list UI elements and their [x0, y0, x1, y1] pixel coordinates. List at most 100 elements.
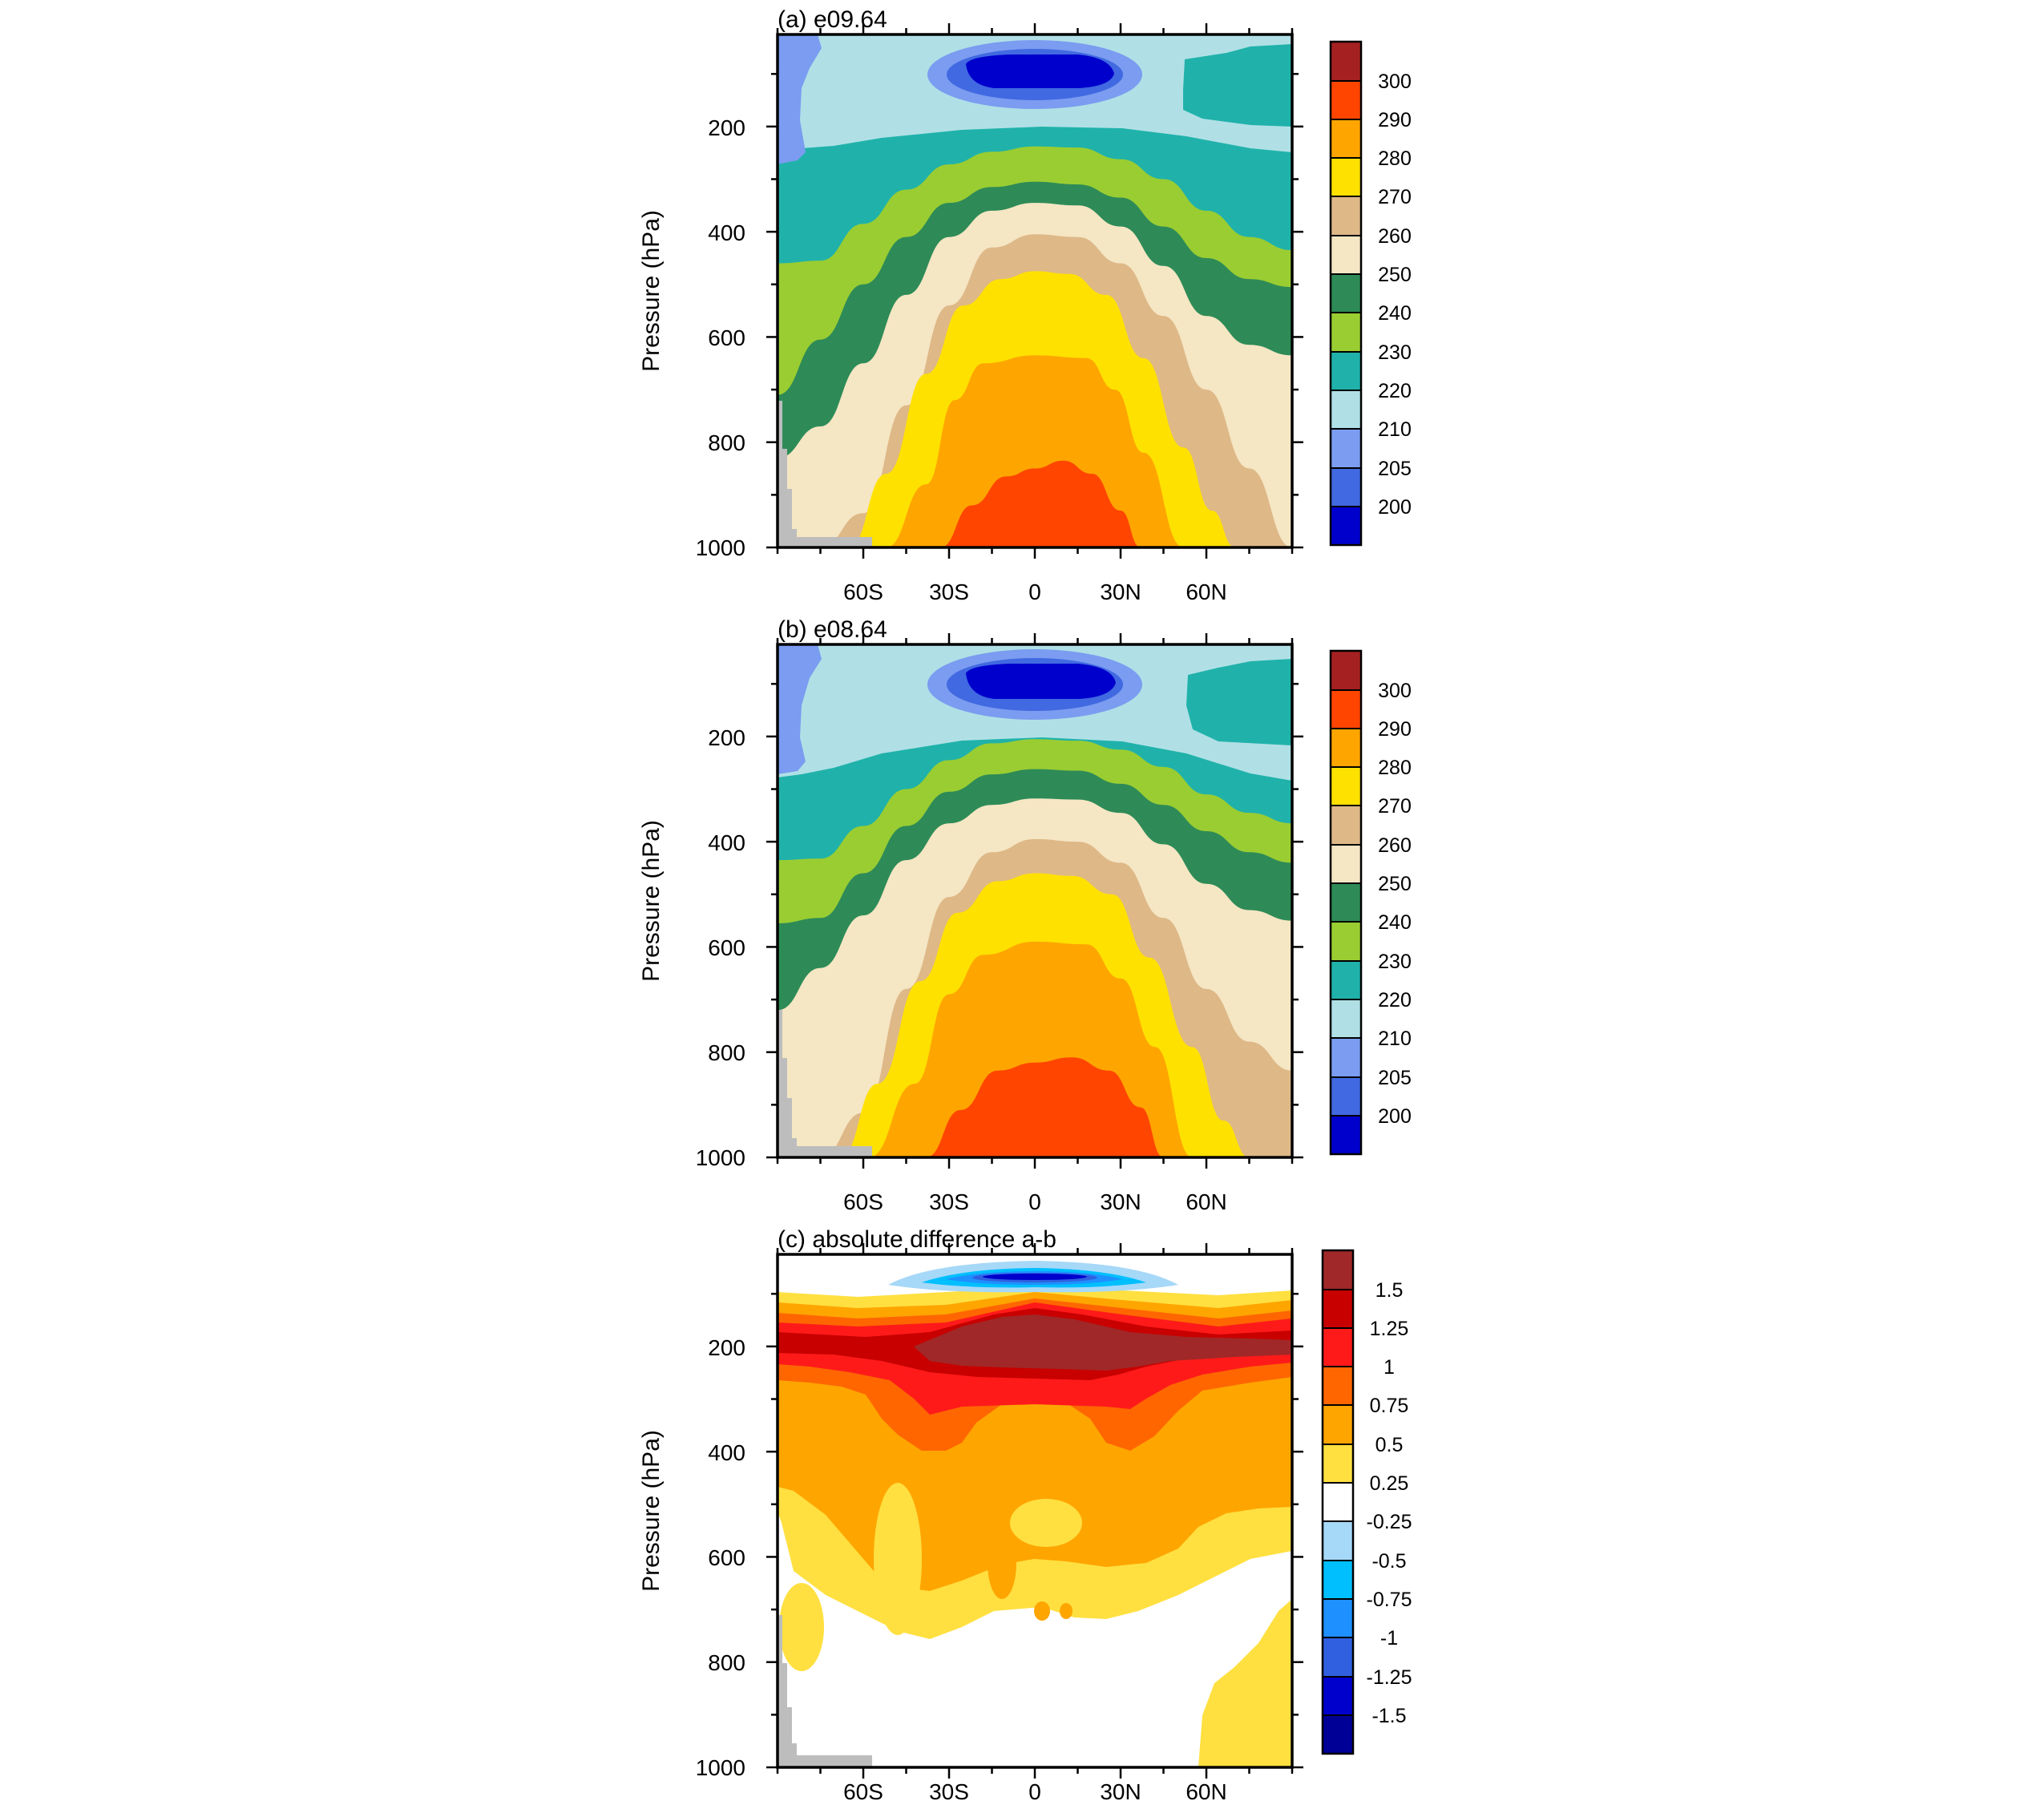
topography-mask — [778, 401, 872, 547]
colorbar-cell — [1331, 119, 1361, 158]
x-tick-label: 30S — [929, 579, 969, 604]
colorbar-label: 290 — [1378, 109, 1412, 131]
x-tick-label: 60N — [1186, 579, 1226, 604]
panel-b: (b) e08.64 Pressure (hPa) 200 400 600 80… — [638, 616, 1412, 1214]
colorbar-label: -1.25 — [1367, 1666, 1412, 1689]
colorbar-cell — [1323, 1677, 1353, 1715]
colorbar-cell — [1323, 1715, 1353, 1754]
y-tick-label: 400 — [708, 830, 745, 855]
y-axis-label: Pressure (hPa) — [638, 210, 665, 372]
colorbar-label: 220 — [1378, 989, 1412, 1012]
axis-ticks — [766, 633, 1303, 1169]
colorbar-cell — [1331, 690, 1361, 729]
contour-band-lt200-core — [966, 664, 1116, 699]
colorbar-label: 0.5 — [1375, 1434, 1404, 1456]
y-tick-label: 800 — [708, 1040, 745, 1065]
colorbar-frame — [1321, 1249, 1355, 1755]
colorbar-cell — [1331, 236, 1361, 274]
colorbar-cell — [1331, 158, 1361, 196]
colorbar-label: 210 — [1378, 418, 1412, 441]
colorbar-label: 205 — [1378, 458, 1412, 480]
axis-ticks — [766, 23, 1303, 559]
colorbar-cell — [1331, 1116, 1361, 1154]
contour-band-290 — [940, 460, 1141, 547]
y-tick-labels: 200 400 600 800 1000 — [696, 1335, 745, 1780]
colorbar-label: -1.5 — [1371, 1705, 1406, 1727]
colorbar-label: 205 — [1378, 1067, 1412, 1089]
contour-band-lt200-core — [966, 55, 1114, 88]
colorbar-cell — [1331, 390, 1361, 429]
temperature-contour-field — [778, 739, 1292, 1157]
difference-band-0.5-blob — [988, 1527, 1016, 1599]
colorbar-label: 290 — [1378, 718, 1412, 741]
colorbar-cell — [1331, 922, 1361, 961]
panel-c: (c) absolute difference a-b Pressure (hP… — [638, 1226, 1412, 1804]
y-tick-label: 600 — [708, 1545, 745, 1570]
panel-a: (a) e09.64 Pressure (hPa) 200 400 600 80… — [638, 6, 1412, 604]
topography-mask — [778, 1615, 872, 1767]
colorbar-label: 300 — [1378, 71, 1412, 93]
colorbar-cell — [1331, 429, 1361, 468]
colorbar-cell — [1331, 806, 1361, 845]
contour-band-205-west — [778, 34, 822, 164]
difference-band-negative-1.5 — [983, 1274, 1087, 1280]
colorbar-cell — [1323, 1328, 1353, 1367]
y-tick-labels: 200 400 600 800 1000 — [696, 725, 745, 1170]
colorbar-cell — [1323, 1367, 1353, 1405]
x-tick-label: 0 — [1028, 579, 1041, 604]
x-tick-label: 0 — [1028, 1779, 1041, 1804]
x-tick-label: 30S — [929, 1779, 969, 1804]
y-tick-label: 1000 — [696, 535, 745, 560]
x-tick-label: 60N — [1186, 1189, 1226, 1214]
colorbar-cell — [1331, 651, 1361, 690]
colorbar-label: 1 — [1384, 1356, 1395, 1379]
colorbar-label: 200 — [1378, 496, 1412, 519]
colorbar-cell — [1331, 196, 1361, 236]
colorbar-frame — [1329, 40, 1363, 547]
colorbar-label: -0.75 — [1367, 1589, 1412, 1611]
colorbar-label: 250 — [1378, 873, 1412, 895]
y-tick-label: 600 — [708, 325, 745, 350]
y-tick-label: 200 — [708, 725, 745, 750]
x-tick-labels: 60S 30S 0 30N 60N — [843, 1189, 1227, 1214]
colorbar-label: 0.25 — [1370, 1472, 1409, 1495]
colorbar-cell — [1331, 1077, 1361, 1116]
colorbar-cell — [1331, 767, 1361, 806]
colorbar-cell — [1323, 1561, 1353, 1599]
colorbar-frame — [1329, 649, 1363, 1156]
colorbar-cell — [1331, 468, 1361, 507]
colorbar-cell — [1323, 1290, 1353, 1328]
colorbar-label: -0.25 — [1367, 1511, 1412, 1533]
colorbar-cell — [1331, 1038, 1361, 1077]
difference-band-0.5-blob — [1034, 1601, 1050, 1621]
colorbar-label: 240 — [1378, 302, 1412, 325]
axis-ticks — [766, 1243, 1303, 1779]
colorbar-label: -1 — [1380, 1627, 1398, 1650]
y-axis-label: Pressure (hPa) — [638, 820, 665, 982]
colorbar-label: 250 — [1378, 264, 1412, 286]
colorbar-label: 210 — [1378, 1028, 1412, 1050]
colorbar-cell — [1331, 845, 1361, 883]
colorbar-cell — [1331, 507, 1361, 545]
contour-band-290 — [926, 1057, 1164, 1157]
colorbar-cell — [1331, 313, 1361, 352]
colorbar-cell — [1331, 274, 1361, 313]
panel-title: (a) e09.64 — [778, 6, 887, 33]
x-tick-label: 60N — [1186, 1779, 1226, 1804]
y-tick-label: 800 — [708, 430, 745, 455]
colorbar-label: 220 — [1378, 380, 1412, 402]
difference-band-0.25-blob — [874, 1483, 922, 1635]
colorbar-label: 260 — [1378, 225, 1412, 248]
colorbar-cell — [1331, 999, 1361, 1038]
x-tick-label: 60S — [843, 579, 883, 604]
colorbar-cell — [1323, 1250, 1353, 1290]
temperature-contour-field — [778, 146, 1292, 547]
y-tick-label: 1000 — [696, 1145, 745, 1170]
y-axis-label: Pressure (hPa) — [638, 1430, 665, 1592]
colorbar-cell — [1331, 352, 1361, 390]
colorbar-cell — [1323, 1483, 1353, 1521]
x-tick-label: 30N — [1100, 1189, 1141, 1214]
colorbar-cell — [1331, 883, 1361, 922]
colorbar-label: 1.25 — [1370, 1318, 1409, 1340]
y-tick-labels: 200 400 600 800 1000 — [696, 115, 745, 560]
